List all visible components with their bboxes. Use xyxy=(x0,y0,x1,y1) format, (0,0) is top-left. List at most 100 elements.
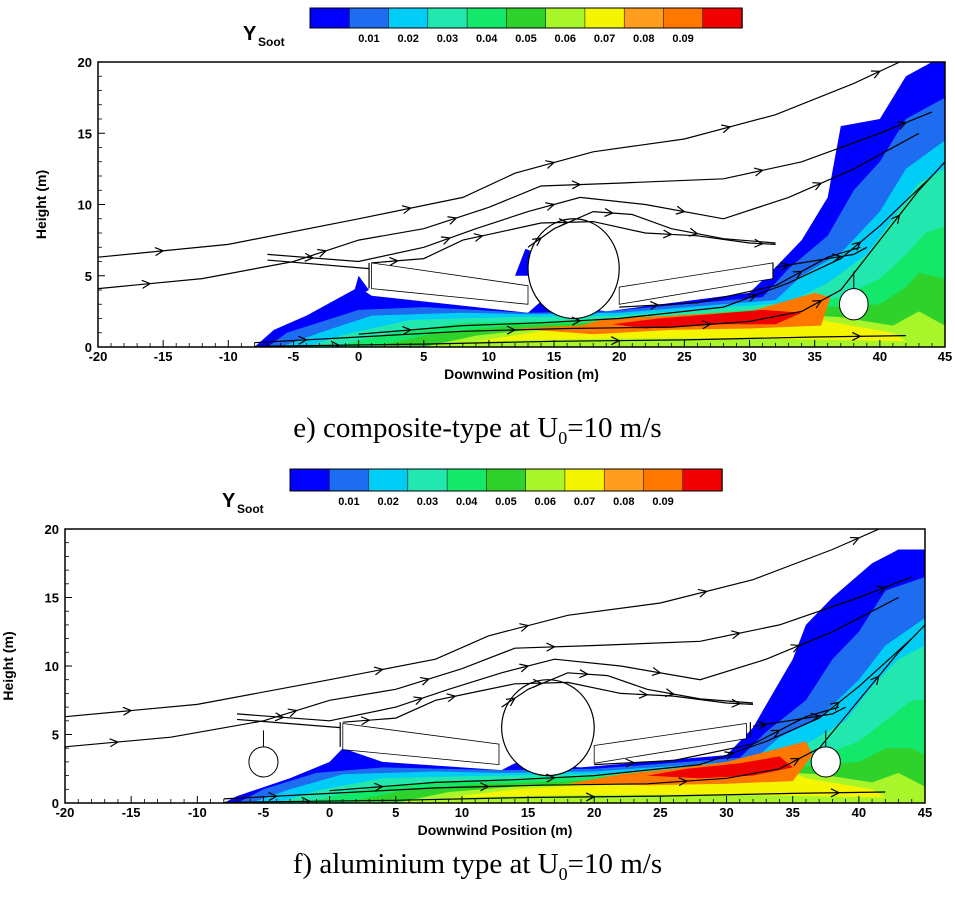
streamline-arrow xyxy=(651,667,662,677)
streamline-arrow xyxy=(747,293,758,302)
streamline-arrow xyxy=(688,227,699,237)
streamline-arrow xyxy=(401,205,413,215)
streamline-arrow xyxy=(287,708,298,718)
colorbar-tick-label: 0.01 xyxy=(358,33,379,45)
streamline-arrow xyxy=(770,729,781,738)
fuselage xyxy=(527,218,620,320)
wing-edge xyxy=(236,718,341,729)
x-tick-label: 40 xyxy=(873,349,887,364)
streamline xyxy=(98,62,902,258)
y-tick-label: 5 xyxy=(52,728,59,743)
streamline-arrow xyxy=(506,325,517,335)
colorbar-frame xyxy=(309,7,743,29)
x-tick-label: 5 xyxy=(392,805,399,820)
colorbar-tick-label: 0.06 xyxy=(555,33,576,45)
streamline-arrow xyxy=(757,720,768,730)
streamline xyxy=(619,246,861,308)
streamline-arrow xyxy=(419,676,431,686)
streamline xyxy=(267,132,920,263)
streamline-arrow xyxy=(870,675,880,686)
y-axis-label: Height (m) xyxy=(0,631,16,700)
y-tick-label: 20 xyxy=(78,55,92,70)
streamline-arrow xyxy=(701,320,712,330)
streamline-arrow xyxy=(109,738,120,748)
colorbar-frame xyxy=(289,468,723,492)
panel-e: 0.01 0.02 0.03 0.04 0.05 0.06 0.07 0.08 0.09 Y Soo… xyxy=(0,7,955,449)
x-tick-label: 35 xyxy=(807,349,821,364)
x-tick-label: 45 xyxy=(938,349,952,364)
soot-contour-plot-e: 0.01 0.02 0.03 0.04 0.05 0.06 0.07 0.08 0.09 Y Soo… xyxy=(33,7,952,382)
x-tick-label: 10 xyxy=(482,349,496,364)
x-tick-label: 0 xyxy=(355,349,362,364)
streamline-arrow xyxy=(545,160,556,169)
x-tick-label: 30 xyxy=(742,349,756,364)
x-tick-label: 0 xyxy=(326,805,333,820)
streamline-arrow xyxy=(447,216,458,225)
x-axis-label: Downwind Position (m) xyxy=(444,366,599,382)
caption-e: e) composite-type at U0=10 m/s xyxy=(0,412,955,449)
x-tick-label: 20 xyxy=(587,805,601,820)
streamline xyxy=(594,706,840,766)
streamline xyxy=(223,624,925,800)
x-tick-label: -5 xyxy=(258,805,270,820)
colorbar-title: Y xyxy=(243,23,257,45)
streamline-arrow xyxy=(678,777,689,787)
colorbar-tick-label: 0.04 xyxy=(476,33,498,45)
y-tick-label: 10 xyxy=(78,198,92,213)
streamline-arrow xyxy=(317,248,328,258)
colorbar-swatch xyxy=(643,468,684,492)
streamline-arrow xyxy=(519,663,530,673)
streamline-arrow xyxy=(402,326,413,336)
caption-e-sub: 0 xyxy=(558,427,568,448)
x-tick-label: 20 xyxy=(612,349,626,364)
colorbar-tick-label: 0.09 xyxy=(672,33,693,45)
streamline-arrow xyxy=(519,623,530,632)
streamline-arrow xyxy=(697,588,708,598)
streamline-arrow xyxy=(301,796,312,803)
streamline xyxy=(236,596,899,722)
streamline-arrow xyxy=(473,233,484,242)
soot-contour-region xyxy=(223,549,925,803)
streamline-arrow xyxy=(876,585,887,595)
colorbar-tick-label: 0.04 xyxy=(456,496,478,508)
x-tick-label: 15 xyxy=(547,349,561,364)
streamline-arrow xyxy=(730,630,742,640)
streamline-arrow xyxy=(731,698,742,708)
streamline-arrow xyxy=(579,669,589,679)
streamline-arrow xyxy=(545,202,556,211)
caption-e-text: e) composite-type at U xyxy=(293,412,559,444)
colorbar-tick-label: 0.03 xyxy=(437,33,458,45)
colorbar-tick-label: 0.01 xyxy=(338,496,359,508)
streamline-arrow xyxy=(446,693,457,703)
x-tick-label: 5 xyxy=(420,349,427,364)
streamline-arrow xyxy=(830,788,841,798)
colorbar-tick-label: 0.02 xyxy=(377,496,398,508)
colorbar-swatch xyxy=(545,7,586,29)
colorbar-tick-label: 0.07 xyxy=(574,496,595,508)
streamline-arrow xyxy=(480,782,490,792)
colorbar-swatch xyxy=(407,468,448,492)
panel-f: 0.01 0.02 0.03 0.04 0.05 0.06 0.07 0.08 0.09 Y Soo… xyxy=(0,465,955,897)
engine-nacelle xyxy=(248,746,279,778)
streamline-arrow xyxy=(268,792,279,802)
streamline-arrow xyxy=(546,773,556,783)
streamline xyxy=(98,111,933,290)
colorbar-swatch xyxy=(446,468,488,492)
soot-contour-region xyxy=(267,97,945,347)
streamline-arrow xyxy=(675,205,686,215)
streamline-arrow xyxy=(274,712,285,722)
streamline xyxy=(65,576,913,748)
x-tick-label: 30 xyxy=(719,805,733,820)
y-tick-label: 15 xyxy=(78,126,92,141)
streamline-arrow xyxy=(298,335,308,345)
streamline-arrow xyxy=(891,214,901,225)
colorbar-title: Y xyxy=(222,490,236,512)
caption-e-suffix: =10 m/s xyxy=(567,412,662,444)
caption-f: f) aluminium type at U0=10 m/s xyxy=(0,848,955,885)
streamline-arrow xyxy=(330,340,341,347)
streamline-arrow xyxy=(896,121,908,130)
y-tick-label: 0 xyxy=(85,340,92,355)
x-tick-label: -10 xyxy=(188,805,207,820)
soot-contour-plot-f: 0.01 0.02 0.03 0.04 0.05 0.06 0.07 0.08 0.09 Y Soo… xyxy=(0,468,932,838)
streamline-arrow xyxy=(870,70,882,79)
